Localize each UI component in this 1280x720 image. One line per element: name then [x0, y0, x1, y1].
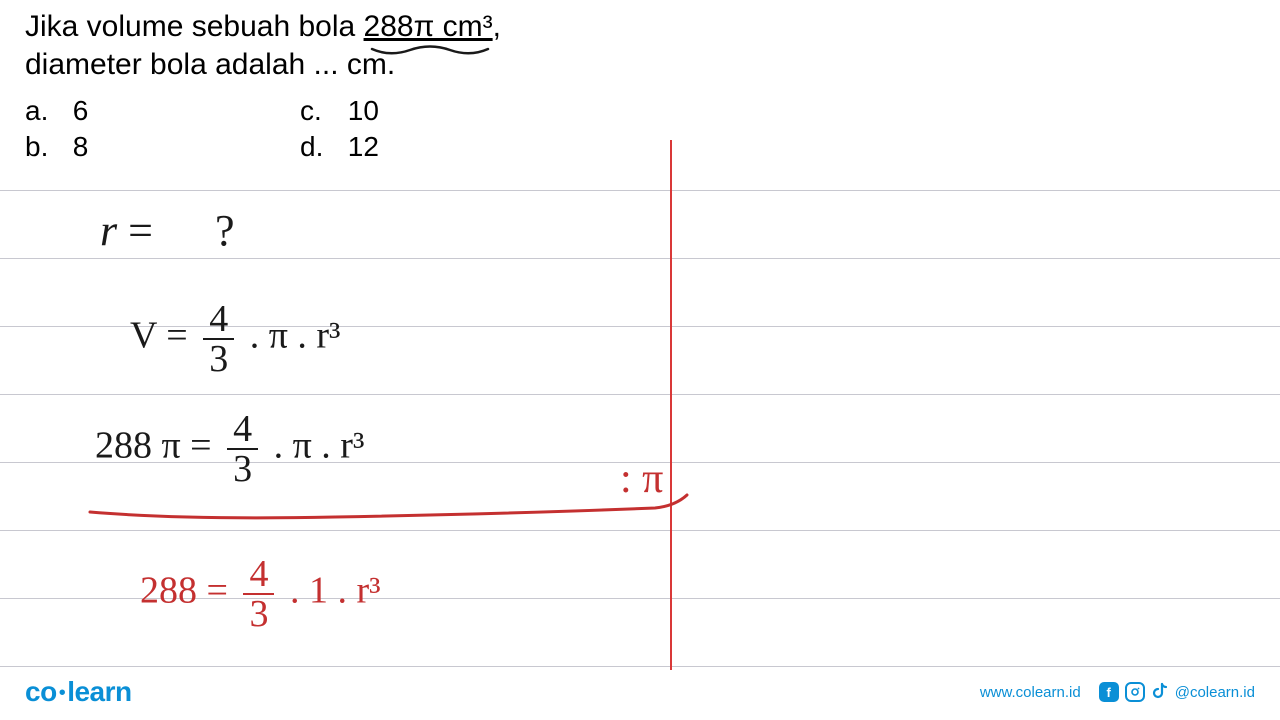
- option-d: d. 12: [300, 131, 379, 163]
- option-c: c. 10: [300, 95, 379, 127]
- handwriting-288-equation: 288 = 4 3 . 1 . r³: [140, 555, 380, 633]
- handwriting-r-equals: r = ?: [100, 205, 234, 256]
- option-b: b. 8: [25, 131, 300, 163]
- instagram-icon: [1125, 682, 1145, 702]
- footer: co•learn www.colearn.id f @colearn.id: [25, 676, 1255, 708]
- question-underlined: 288π cm³: [364, 10, 493, 43]
- fraction-4-3-c: 4 3: [243, 555, 274, 633]
- social-handle: @colearn.id: [1175, 684, 1255, 701]
- fraction-4-3-b: 4 3: [227, 410, 258, 488]
- brand-logo: co•learn: [25, 676, 132, 708]
- option-a: a. 6: [25, 95, 300, 127]
- question-line1-prefix: Jika volume sebuah bola: [25, 10, 364, 43]
- answer-options: a. 6 c. 10 b. 8 d. 12: [25, 95, 379, 167]
- question-line1-suffix: ,: [493, 10, 501, 43]
- social-links: f @colearn.id: [1099, 682, 1255, 702]
- wavy-underline: [370, 43, 520, 59]
- red-divide-line: [85, 490, 705, 530]
- tiktok-icon: [1151, 682, 1169, 702]
- facebook-icon: f: [1099, 682, 1119, 702]
- footer-url: www.colearn.id: [980, 684, 1081, 701]
- fraction-4-3-a: 4 3: [203, 300, 234, 378]
- handwriting-288pi-equation: 288 π = 4 3 . π . r³: [95, 410, 364, 488]
- handwriting-volume-formula: V = 4 3 . π . r³: [130, 300, 340, 378]
